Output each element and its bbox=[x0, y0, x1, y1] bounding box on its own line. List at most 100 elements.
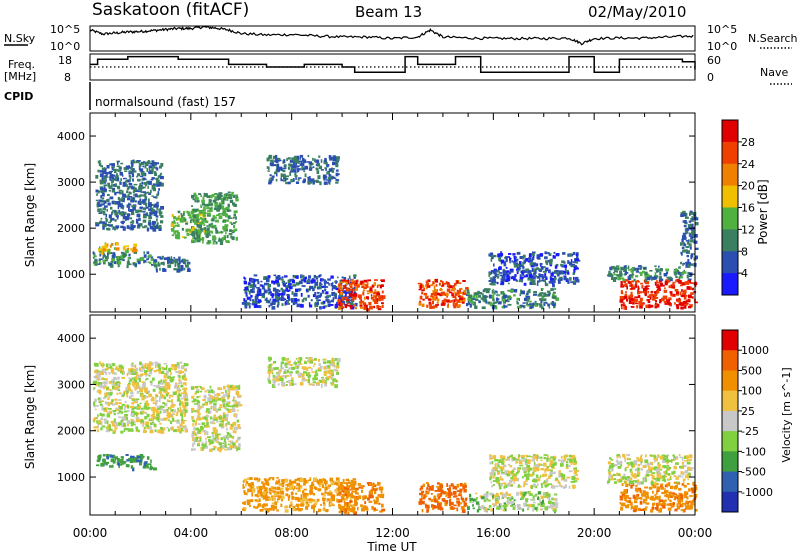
scatter-cell bbox=[280, 367, 284, 370]
scatter-cell bbox=[236, 448, 238, 452]
scatter-cell bbox=[147, 373, 149, 376]
scatter-cell bbox=[679, 291, 682, 296]
scatter-cell bbox=[213, 240, 216, 242]
scatter-cell bbox=[291, 366, 295, 370]
scatter-cell bbox=[527, 260, 531, 263]
scatter-cell bbox=[183, 368, 186, 372]
scatter-cell bbox=[170, 409, 174, 412]
scatter-cell bbox=[171, 402, 174, 405]
scatter-cell bbox=[118, 416, 122, 419]
scatter-cell bbox=[640, 265, 643, 269]
scatter-cell bbox=[137, 173, 141, 177]
scatter-cell bbox=[557, 280, 561, 284]
scatter-cell bbox=[184, 382, 187, 386]
scatter-cell bbox=[241, 302, 246, 305]
scatter-cell bbox=[196, 400, 201, 404]
scatter-cell bbox=[139, 223, 143, 227]
scatter-cell bbox=[95, 417, 98, 419]
scatter-cell bbox=[264, 508, 266, 510]
scatter-cell bbox=[263, 503, 266, 507]
scatter-cell bbox=[635, 281, 638, 284]
scatter-cell bbox=[225, 423, 228, 427]
scatter-cell bbox=[215, 436, 218, 439]
scatter-cell bbox=[180, 427, 183, 431]
scatter-cell bbox=[328, 283, 330, 286]
scatter-cell bbox=[323, 493, 326, 497]
scatter-cell bbox=[326, 295, 331, 298]
scatter-cell bbox=[557, 274, 560, 277]
scatter-cell bbox=[682, 232, 687, 235]
scatter-cell bbox=[446, 288, 451, 292]
scatter-cell bbox=[179, 219, 184, 223]
scatter-cell bbox=[123, 422, 126, 427]
scatter-cell bbox=[180, 217, 184, 220]
scatter-cell bbox=[177, 397, 180, 401]
scatter-cell bbox=[323, 361, 327, 364]
scatter-cell bbox=[688, 272, 691, 275]
scatter-cell bbox=[373, 299, 376, 302]
scatter-cell bbox=[227, 388, 230, 392]
scatter-cell bbox=[103, 176, 107, 180]
scatter-cell bbox=[120, 214, 124, 217]
scatter-cell bbox=[470, 297, 473, 302]
scatter-cell bbox=[680, 213, 684, 217]
scatter-cell bbox=[137, 223, 140, 227]
scatter-cell bbox=[233, 217, 235, 219]
scatter-cell bbox=[431, 504, 434, 508]
scatter-cell bbox=[134, 200, 137, 203]
scatter-cell bbox=[292, 274, 295, 278]
scatter-cell bbox=[321, 279, 323, 281]
scatter-cell bbox=[427, 285, 431, 288]
scatter-cell bbox=[199, 213, 204, 216]
scatter-cell bbox=[181, 404, 185, 408]
scatter-cell bbox=[467, 296, 471, 298]
scatter-cell bbox=[499, 272, 503, 274]
scatter-cell bbox=[175, 364, 177, 367]
scatter-cell bbox=[163, 261, 165, 266]
scatter-cell bbox=[122, 369, 124, 373]
scatter-cell bbox=[245, 481, 249, 485]
scatter-cell bbox=[146, 378, 149, 380]
nave-tick-lo: 0 bbox=[707, 71, 714, 84]
scatter-cell bbox=[116, 165, 120, 167]
scatter-cell bbox=[141, 366, 144, 369]
scatter-cell bbox=[110, 217, 115, 221]
scatter-cell bbox=[205, 440, 208, 445]
scatter-cell bbox=[171, 221, 175, 225]
scatter-cell bbox=[136, 385, 140, 389]
scatter-cell bbox=[282, 375, 286, 378]
scatter-cell bbox=[151, 177, 155, 180]
scatter-cell bbox=[346, 490, 350, 494]
scatter-cell bbox=[151, 226, 154, 230]
scatter-cell bbox=[296, 165, 299, 168]
scatter-cell bbox=[508, 282, 510, 285]
scatter-cell bbox=[222, 197, 226, 201]
scatter-cell bbox=[311, 505, 315, 510]
scatter-cell bbox=[339, 291, 344, 295]
scatter-cell bbox=[453, 291, 456, 293]
scatter-cell bbox=[467, 302, 471, 305]
scatter-cell bbox=[106, 367, 109, 370]
scatter-cell bbox=[326, 360, 330, 364]
scatter-cell bbox=[209, 395, 213, 398]
scatter-cell bbox=[129, 378, 133, 382]
scatter-cell bbox=[319, 181, 322, 186]
scatter-cell bbox=[126, 420, 131, 424]
scatter-cell bbox=[309, 165, 312, 169]
scatter-cell bbox=[183, 390, 187, 394]
scatter-cell bbox=[94, 255, 97, 258]
scatter-cell bbox=[362, 505, 367, 509]
freq-label: Freq. bbox=[8, 58, 35, 71]
scatter-cell bbox=[118, 465, 120, 469]
scatter-cell bbox=[528, 300, 532, 303]
colorbar-swatch bbox=[722, 163, 738, 187]
scatter-cell bbox=[660, 278, 664, 282]
scatter-cell bbox=[516, 268, 520, 270]
scatter-cell bbox=[308, 275, 311, 279]
scatter-cell bbox=[260, 487, 263, 490]
scatter-cell bbox=[127, 259, 130, 263]
scatter-cell bbox=[280, 363, 283, 368]
scatter-cell bbox=[168, 416, 171, 419]
scatter-cell bbox=[487, 288, 491, 291]
